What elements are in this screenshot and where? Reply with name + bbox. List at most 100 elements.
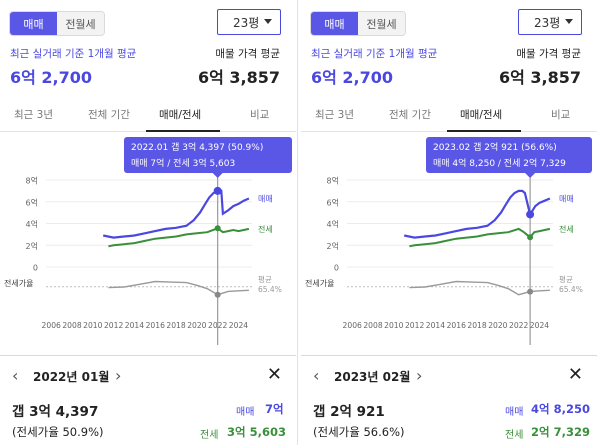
gap-value: 갭 3억 4,397	[12, 404, 99, 420]
active-tab-indicator	[146, 130, 220, 132]
selected-jeonse-dot	[214, 225, 221, 232]
tooltip-box	[124, 137, 292, 173]
actual-price-value: 6억 2,700	[311, 68, 394, 87]
deal-type-toggle: 매매 전월세	[9, 11, 105, 36]
x-tick-label: 2018	[166, 321, 185, 330]
next-month-button[interactable]: ›	[115, 366, 122, 385]
listing-price-value: 6억 3,857	[498, 68, 581, 87]
actual-price-label: 최근 실거래 기준 1개월 평균	[10, 48, 137, 60]
listing-price-value: 6억 3,857	[197, 68, 280, 87]
jeonse-price-value: 2억 7,329	[531, 425, 590, 439]
jeonse-price-label: 전세	[505, 430, 524, 441]
listing-price-label: 매물 가격 평균	[516, 48, 581, 60]
active-tab-indicator	[447, 130, 521, 132]
ratio-axis-label: 전세가율	[4, 278, 33, 288]
selected-ratio-dot	[214, 291, 221, 298]
y-tick-label: 6억	[327, 197, 339, 207]
x-tick-label: 2024	[530, 321, 549, 330]
x-tick-label: 2008	[62, 321, 81, 330]
period-tabs: 최근 3년 전체 기간 매매/전세 비교	[301, 98, 597, 132]
tooltip-arrow	[212, 173, 223, 178]
prev-month-button[interactable]: ‹	[12, 366, 19, 385]
x-tick-label: 2010	[384, 321, 403, 330]
jeonse-series-line	[108, 227, 250, 248]
size-select[interactable]: 23평	[518, 9, 582, 35]
x-tick-label: 2012	[405, 321, 424, 330]
y-tick-label: 4억	[327, 219, 339, 229]
avg-ratio-label: 평균	[559, 274, 573, 284]
y-tick-label: 0	[334, 264, 339, 273]
avg-ratio-value: 65.4%	[258, 285, 282, 294]
y-tick-label: 2억	[327, 241, 339, 251]
avg-ratio-value: 65.4%	[559, 285, 583, 294]
sale-series-line	[403, 189, 551, 239]
chevron-down-icon	[565, 19, 573, 24]
x-tick-label: 2006	[343, 321, 362, 330]
tooltip-line-2: 매매 4억 8,250 / 전세 2억 7,329	[433, 157, 566, 169]
x-tick-label: 2016	[146, 321, 165, 330]
tab-all-period[interactable]: 전체 기간	[389, 109, 431, 121]
deal-type-toggle: 매매 전월세	[310, 11, 406, 36]
tab-recent-3y[interactable]: 최근 3년	[14, 109, 53, 121]
tab-recent-3y[interactable]: 최근 3년	[315, 109, 354, 121]
selected-sale-dot	[213, 186, 222, 195]
size-select[interactable]: 23평	[217, 9, 281, 35]
selected-sale-dot	[526, 210, 535, 219]
tab-sale-jeonse[interactable]: 매매/전세	[460, 109, 503, 121]
selected-date: 2023년 02월	[334, 370, 411, 384]
tab-all-period[interactable]: 전체 기간	[88, 109, 130, 121]
ratio-series-line	[108, 280, 249, 296]
tab-sale-jeonse[interactable]: 매매/전세	[159, 109, 202, 121]
prev-month-button[interactable]: ‹	[313, 366, 320, 385]
panel-divider	[297, 0, 298, 445]
tooltip-box	[426, 137, 592, 173]
size-select-value: 23평	[534, 15, 561, 30]
x-tick-label: 2018	[467, 321, 486, 330]
x-tick-label: 2020	[187, 321, 206, 330]
tab-rent[interactable]: 전월세	[358, 12, 405, 35]
next-month-button[interactable]: ›	[416, 366, 423, 385]
tab-sale[interactable]: 매매	[311, 12, 358, 35]
tooltip-line-1: 2022.01 갭 3억 4,397 (50.9%)	[131, 141, 263, 153]
jeonse-series-line	[409, 227, 551, 248]
x-tick-label: 2006	[42, 321, 61, 330]
jeonse-price-value: 3억 5,603	[227, 425, 286, 439]
chevron-down-icon	[264, 19, 272, 24]
listing-price-label: 매물 가격 평균	[215, 48, 280, 60]
sale-price-label: 매매	[505, 407, 524, 418]
close-icon[interactable]: ✕	[567, 364, 583, 385]
date-detail: ‹ 2023년 02월 › ✕ 갭 2억 921 (전세가율 56.6%) 매매…	[301, 355, 597, 445]
x-tick-label: 2014	[426, 321, 445, 330]
tooltip-line-1: 2023.02 갭 2억 921 (56.6%)	[433, 141, 557, 153]
period-tabs: 최근 3년 전체 기간 매매/전세 비교	[0, 98, 296, 132]
y-tick-label: 8억	[327, 176, 339, 186]
tab-sale[interactable]: 매매	[10, 12, 57, 35]
date-detail: ‹ 2022년 01월 › ✕ 갭 3억 4,397 (전세가율 50.9%) …	[0, 355, 296, 445]
jeonse-ratio-value: (전세가율 50.9%)	[12, 425, 104, 439]
sale-series-line	[102, 189, 250, 239]
selected-date: 2022년 01월	[33, 370, 110, 384]
selected-ratio-dot	[527, 288, 534, 295]
jeonse-price-label: 전세	[200, 430, 219, 441]
tab-compare[interactable]: 비교	[250, 109, 270, 121]
tab-compare[interactable]: 비교	[551, 109, 571, 121]
sale-price-value: 7억	[265, 402, 284, 416]
x-tick-label: 2022	[509, 321, 528, 330]
ratio-axis-label: 전세가율	[305, 278, 334, 288]
close-icon[interactable]: ✕	[266, 364, 282, 385]
size-select-value: 23평	[233, 15, 260, 30]
sale-series-label: 매매	[258, 194, 273, 203]
x-tick-label: 2016	[447, 321, 466, 330]
gap-value: 갭 2억 921	[313, 404, 385, 420]
y-tick-label: 4억	[26, 219, 38, 229]
jeonse-ratio-value: (전세가율 56.6%)	[313, 425, 405, 439]
selected-jeonse-dot	[527, 234, 534, 241]
sale-series-label: 매매	[559, 194, 574, 203]
x-tick-label: 2010	[83, 321, 102, 330]
tab-rent[interactable]: 전월세	[57, 12, 104, 35]
y-tick-label: 6억	[26, 197, 38, 207]
actual-price-label: 최근 실거래 기준 1개월 평균	[311, 48, 438, 60]
sale-price-label: 매매	[236, 407, 255, 418]
